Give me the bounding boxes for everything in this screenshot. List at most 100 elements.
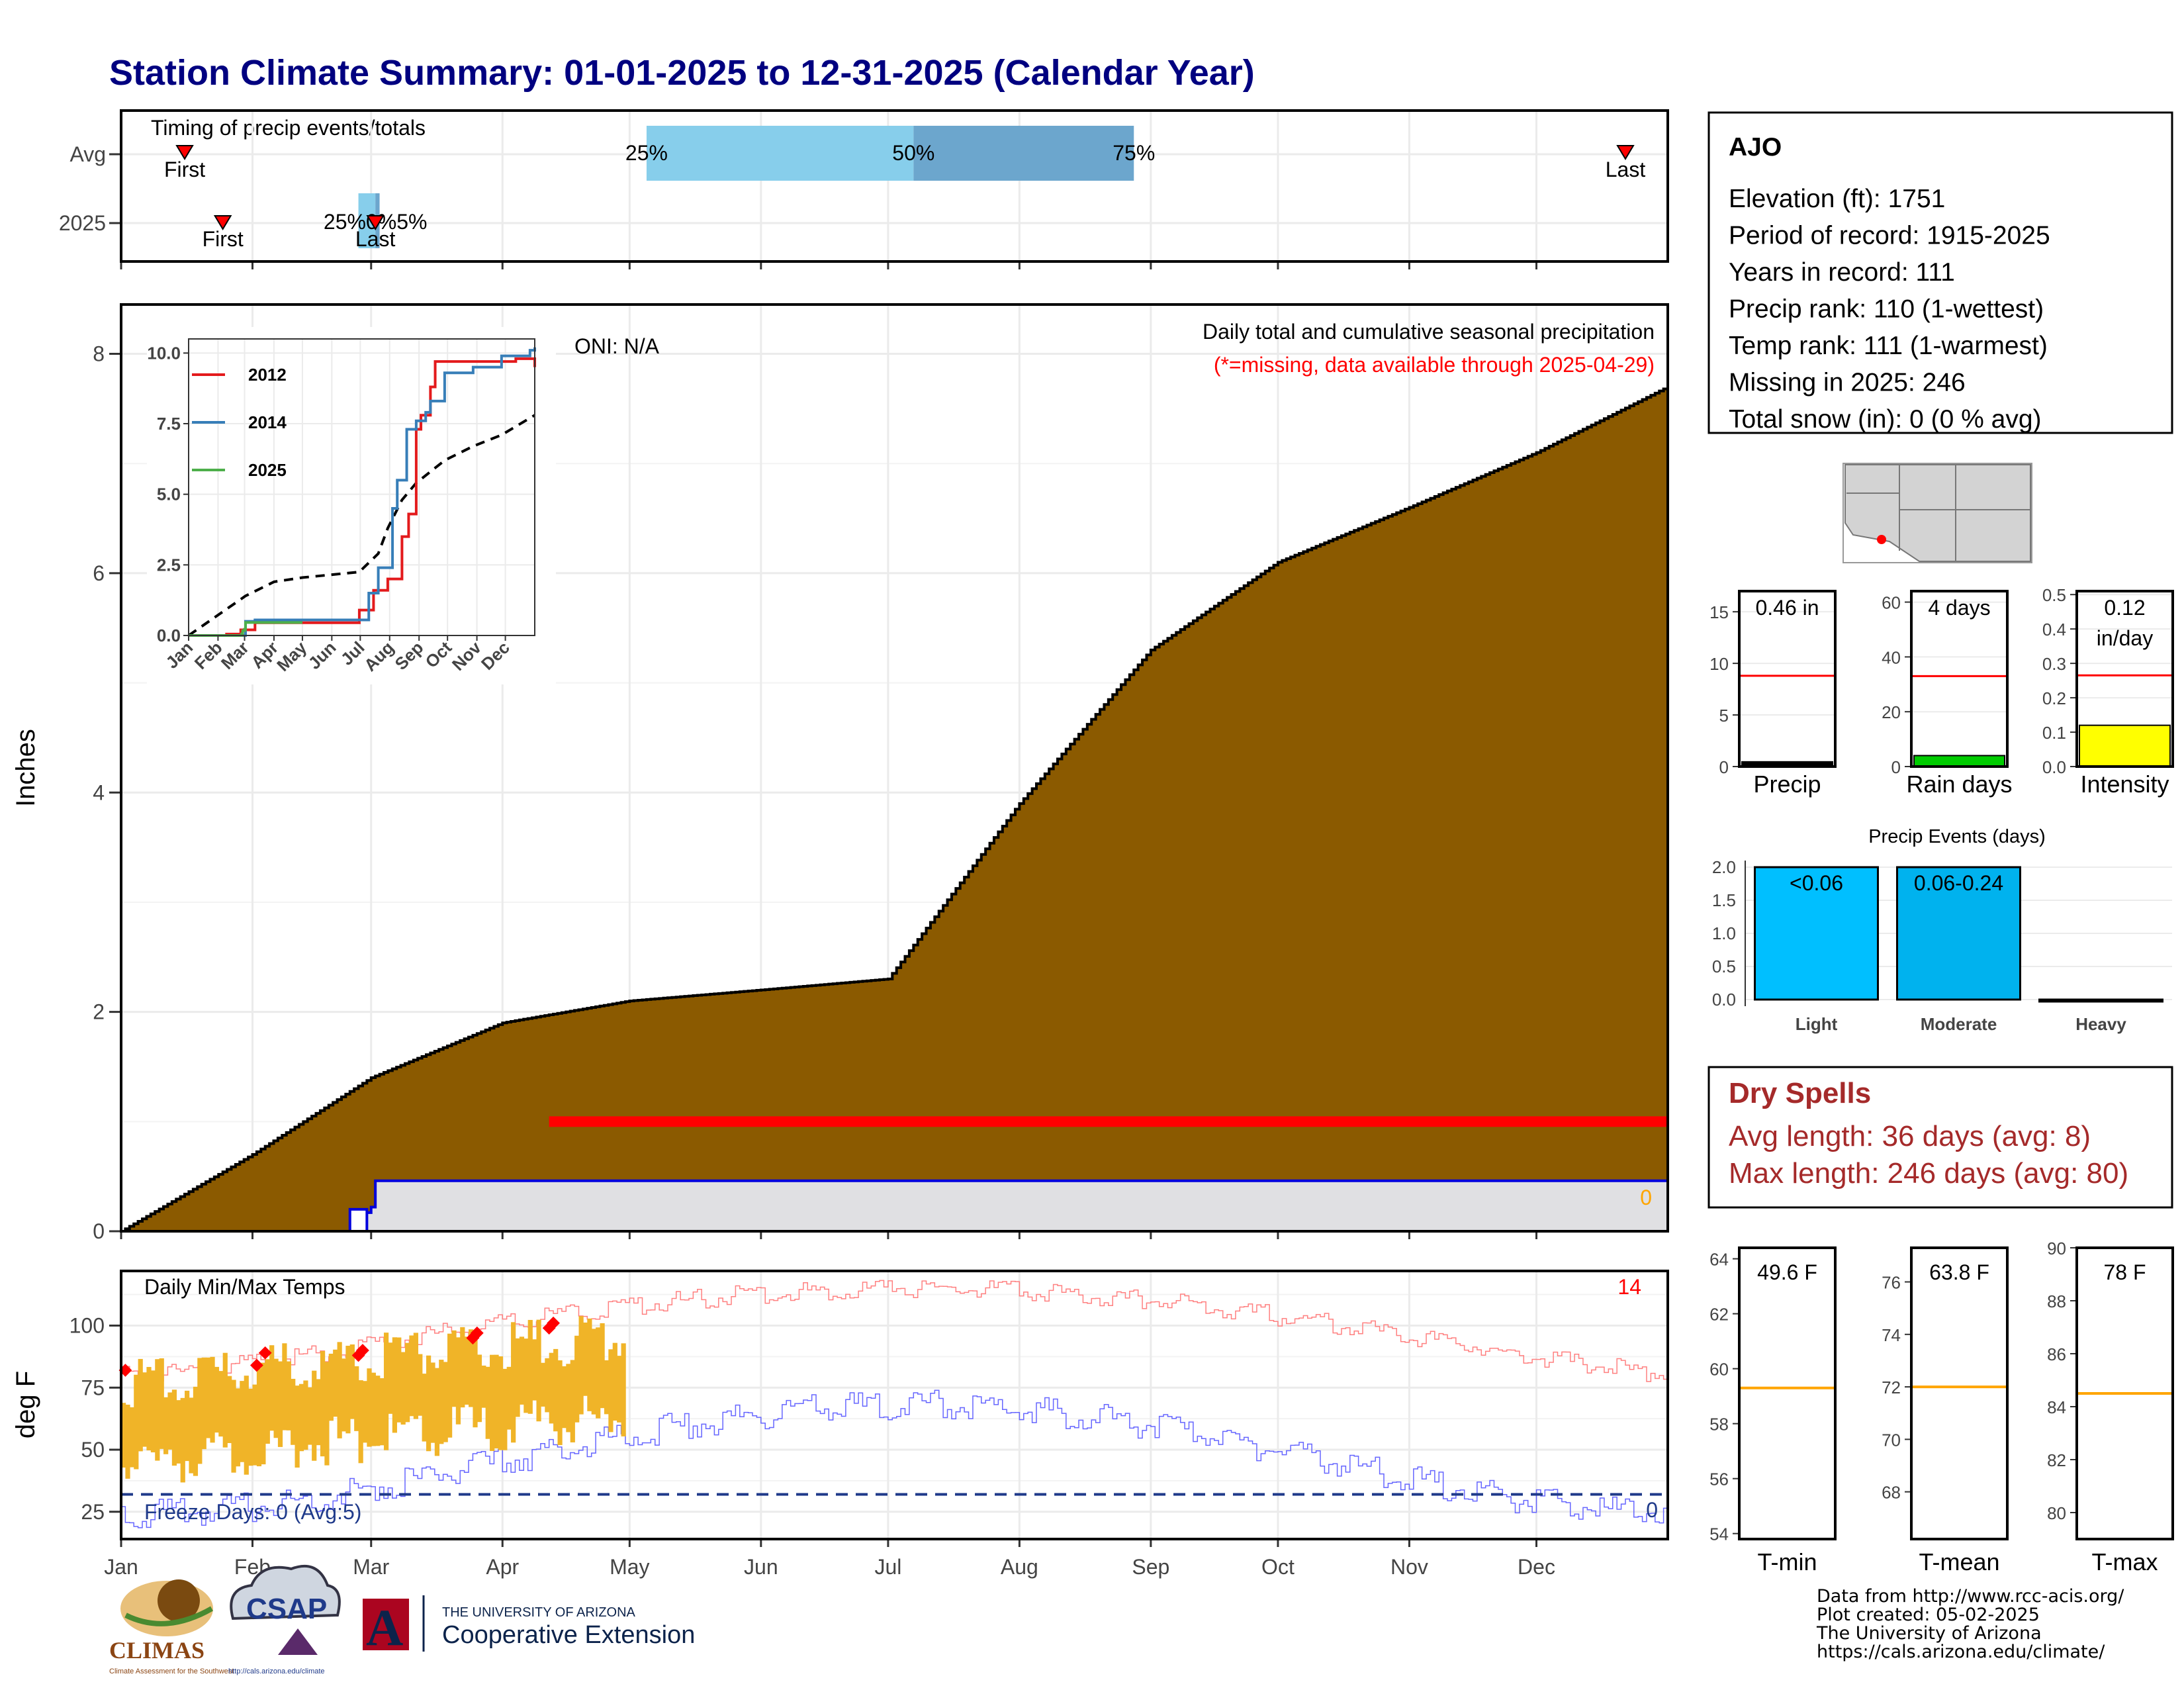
csap-logo-text: CSAP: [246, 1593, 327, 1625]
observed-temp-range-bar: [189, 1397, 194, 1474]
station-location-dot: [1877, 535, 1886, 544]
summary-bar-category-label: Rain days: [1906, 771, 2012, 798]
timing-frame-outline: [120, 109, 1669, 263]
summary-bar-tick-label: 60: [1882, 593, 1901, 613]
observed-temp-range-bar: [273, 1358, 279, 1438]
inset-ytick-label: 10.0: [147, 343, 181, 363]
summary-bar-tick-label: 0: [1891, 757, 1901, 777]
dry-spells-max: Max length: 246 days (avg: 80): [1729, 1157, 2128, 1190]
station-info-line: Missing in 2025: 246: [1729, 369, 1966, 397]
observed-temp-range-bar: [210, 1356, 215, 1443]
precip-events-tick-label: 1.0: [1712, 923, 1736, 943]
station-info-line: Period of record: 1915-2025: [1729, 222, 2050, 250]
timing-2025-last-marker: [366, 215, 385, 230]
precip-events-bar-label: <0.06: [1790, 871, 1843, 895]
precip-note-title: Daily total and cumulative seasonal prec…: [1203, 320, 1655, 344]
csap-logo-url: http://cals.arizona.edu/climate: [228, 1667, 325, 1675]
station-info-line: Total snow (in): 0 (0 % avg): [1729, 405, 2042, 434]
observed-temp-range-bar: [129, 1407, 135, 1468]
temp-summary-category-label: T-min: [1758, 1548, 1817, 1575]
month-tick-label: Jun: [744, 1555, 778, 1579]
observed-temp-range-bar: [362, 1381, 368, 1443]
temp-summary-value-label: 78 F: [2103, 1260, 2146, 1284]
observed-temp-range-bar: [621, 1343, 626, 1436]
inset-series-line-2014: [189, 347, 536, 637]
timing-avg-last-marker: [1616, 145, 1635, 160]
precip-panel: Daily total and cumulative seasonal prec…: [11, 303, 1669, 1243]
inset-legend-label: 2012: [248, 365, 287, 385]
temp-summary-tick-label: 60: [1709, 1360, 1729, 1380]
observed-temp-range-bar: [180, 1397, 185, 1483]
timing-panel: Timing of precip events/totals 25% 50% 75%…: [59, 109, 1669, 269]
inset-avg-line: [187, 414, 536, 637]
observed-temp-range-bar: [409, 1335, 414, 1417]
temp-summary-tick-label: 56: [1709, 1470, 1729, 1489]
summary-bar-value: [1913, 755, 2005, 767]
observed-temp-range-bar: [566, 1364, 571, 1432]
observed-temp-range-bar: [256, 1368, 262, 1467]
observed-temp-range-bar: [312, 1370, 317, 1461]
record-high-marker: [356, 1344, 369, 1357]
credit-line: https://cals.arizona.edu/climate/: [1817, 1642, 2105, 1662]
month-tick-label: Jul: [874, 1555, 901, 1579]
observed-temp-range-bar: [227, 1376, 232, 1444]
observed-temp-range-bar: [536, 1319, 541, 1422]
summary-bar-tick-label: 0.4: [2042, 620, 2066, 639]
observed-temp-range-bar: [163, 1397, 169, 1454]
timing-2025-first-label: First: [203, 227, 244, 251]
observed-temp-range-bar: [515, 1338, 520, 1417]
csap-logo-mountain: [278, 1628, 318, 1655]
precip-ytick-label: 6: [93, 561, 105, 585]
inset-ytick-label: 2.5: [157, 555, 181, 575]
observed-temp-range-bar: [248, 1388, 253, 1466]
timing-row-label: 2025: [59, 211, 106, 235]
observed-temp-range-bar: [400, 1352, 406, 1425]
observed-temp-range-bar: [587, 1318, 592, 1411]
month-tick-label: Dec: [1518, 1555, 1555, 1579]
climatological-max-temp-line: [121, 1280, 1668, 1384]
observed-temp-range-bar: [218, 1371, 224, 1437]
observed-temp-range-bar: [519, 1336, 525, 1405]
precip-events-bar: [1754, 866, 1879, 1001]
summary-bar-frame: [1738, 590, 1837, 768]
observed-temp-range-bar: [570, 1360, 575, 1442]
observed-temp-range-bar: [328, 1353, 334, 1421]
station-name: AJO: [1729, 133, 1782, 162]
observed-temp-range-bar: [439, 1360, 444, 1444]
timing-2025-last-label: Last: [355, 227, 396, 251]
observed-temp-range-bar: [494, 1354, 499, 1448]
observed-temp-range-bar: [561, 1366, 567, 1429]
precip-events-tick-label: 1.5: [1712, 890, 1736, 910]
observed-temp-range-bar: [379, 1378, 385, 1446]
inset-frame: [188, 338, 535, 636]
precip-events-bar: [2038, 998, 2163, 1003]
summary-bar-category-label: Precip: [1753, 771, 1821, 798]
observed-temp-range-bar: [358, 1380, 363, 1464]
observed-temp-range-bar: [295, 1385, 300, 1468]
precip-events-category: Heavy: [2075, 1014, 2126, 1034]
temp-summary-tick-label: 76: [1882, 1273, 1901, 1293]
observed-temp-range-bar: [371, 1372, 376, 1446]
climatological-min-temp-line: [121, 1389, 1668, 1528]
temp-summary-tick-label: 72: [1882, 1378, 1901, 1397]
climas-logo-shape: [158, 1579, 200, 1622]
observed-temp-range-bar: [413, 1333, 418, 1419]
observed-temp-range-bar: [506, 1366, 512, 1430]
inset-series-line-2012: [189, 357, 536, 637]
month-tick-label: Jan: [104, 1555, 138, 1579]
observed-temp-range-bar: [396, 1337, 402, 1423]
precip-events-chart: Precip Events (days) 0.0 0.5 1.0 1.5 2.0 <0.06…: [1712, 826, 2172, 1034]
summary-bar-tick-label: 20: [1882, 702, 1901, 722]
precip-events-bar: [1896, 866, 2021, 1001]
month-tick-label: Sep: [1132, 1555, 1169, 1579]
credit-line: Plot created: 05-02-2025: [1817, 1605, 2040, 1625]
station-info-line: Elevation (ft): 1751: [1729, 185, 1945, 213]
record-high-marker: [547, 1316, 560, 1330]
temps-ylabel: deg F: [11, 1371, 40, 1438]
summary-bar-rain-days: 0 20 40 60 4 days Rain days: [1882, 590, 2013, 798]
observed-temp-range-bar: [286, 1361, 291, 1430]
observed-temp-range-bar: [617, 1356, 622, 1423]
observed-temp-range-bar: [138, 1358, 143, 1452]
observed-temp-range-bar: [134, 1374, 139, 1470]
observed-temp-range-bar: [261, 1362, 266, 1465]
